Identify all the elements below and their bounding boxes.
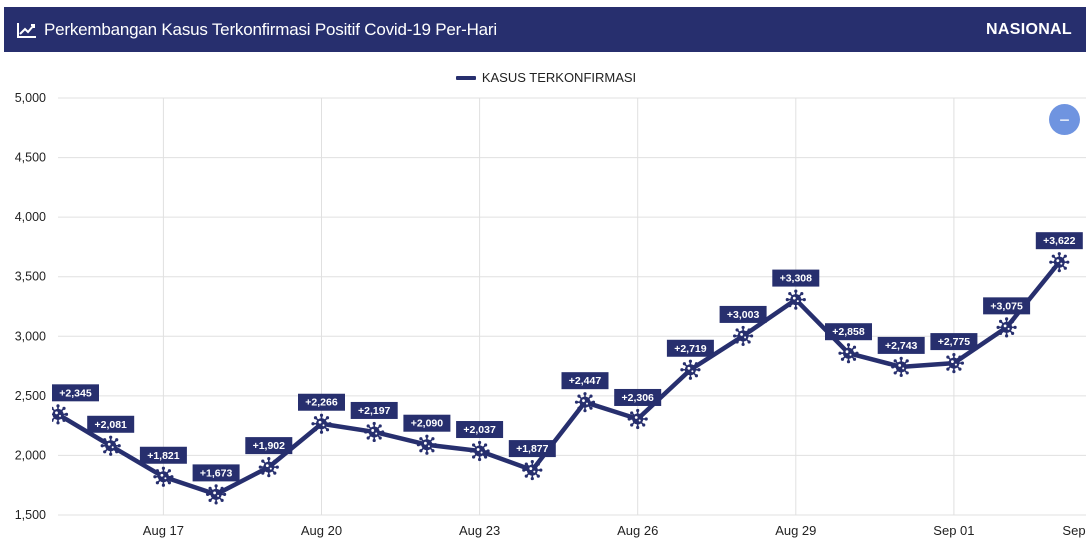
y-tick-label: 4,500 — [15, 151, 46, 165]
x-tick-label: Aug 20 — [301, 523, 342, 538]
virus-marker-icon[interactable] — [996, 317, 1017, 338]
zoom-out-button[interactable]: − — [1049, 104, 1080, 135]
virus-marker-icon[interactable] — [943, 352, 964, 374]
data-label: +3,075 — [983, 297, 1031, 315]
minus-icon: − — [1059, 109, 1070, 130]
data-label: +2,447 — [561, 372, 609, 390]
virus-marker-icon[interactable] — [311, 413, 332, 434]
virus-marker-icon[interactable] — [153, 466, 174, 487]
data-label: +2,197 — [350, 401, 398, 419]
data-label: +2,266 — [298, 393, 345, 411]
svg-text:+2,743: +2,743 — [885, 340, 918, 352]
virus-marker-icon[interactable] — [574, 392, 596, 413]
chart-title: Perkembangan Kasus Terkonfirmasi Positif… — [44, 19, 497, 39]
x-tick-label: Aug 26 — [617, 523, 658, 538]
virus-marker-icon[interactable] — [364, 421, 385, 443]
svg-text:+2,037: +2,037 — [463, 424, 496, 436]
svg-text:+2,719: +2,719 — [674, 343, 707, 355]
virus-marker-icon[interactable] — [785, 289, 806, 310]
data-label: +2,858 — [825, 323, 872, 341]
svg-text:+3,003: +3,003 — [727, 309, 760, 321]
legend-label: KASUS TERKONFIRMASI — [481, 70, 637, 85]
data-label: +3,308 — [772, 269, 820, 287]
svg-text:+1,673: +1,673 — [200, 467, 233, 479]
svg-text:+1,902: +1,902 — [253, 440, 286, 452]
y-tick-label: 3,000 — [15, 329, 46, 343]
svg-text:+2,306: +2,306 — [621, 392, 654, 404]
svg-text:+3,622: +3,622 — [1043, 235, 1076, 247]
data-label: +1,673 — [192, 464, 240, 482]
data-label: +1,877 — [508, 440, 556, 458]
data-label: +2,090 — [403, 414, 451, 432]
svg-text:+2,345: +2,345 — [59, 387, 92, 399]
header-title-group: Perkembangan Kasus Terkonfirmasi Positif… — [16, 20, 497, 40]
svg-text:+3,075: +3,075 — [990, 300, 1023, 312]
plot-left-mask — [0, 93, 52, 515]
virus-marker-icon[interactable] — [469, 440, 490, 462]
virus-marker-icon[interactable] — [522, 459, 543, 481]
series-line-group — [55, 259, 1062, 497]
y-tick-label: 3,500 — [15, 270, 46, 284]
svg-text:+1,877: +1,877 — [516, 443, 549, 455]
svg-text:+2,266: +2,266 — [305, 397, 338, 409]
series-line — [55, 259, 1062, 497]
scope-label: NASIONAL — [986, 20, 1072, 38]
data-label: +1,821 — [139, 446, 187, 464]
x-tick-label: Aug 17 — [143, 523, 184, 538]
svg-text:+2,197: +2,197 — [358, 405, 391, 417]
line-chart-icon — [16, 21, 38, 39]
virus-marker-icon[interactable] — [1049, 252, 1070, 273]
virus-marker-icon[interactable] — [206, 484, 227, 505]
svg-text:+3,308: +3,308 — [780, 273, 813, 285]
x-tick-label: Sep 01 — [933, 523, 974, 538]
virus-marker-icon[interactable] — [838, 343, 859, 364]
legend-swatch — [455, 75, 476, 80]
data-label: +3,622 — [1035, 232, 1083, 250]
y-axis-ticks: 1,500 2,000 2,500 3,000 3,500 4,000 4,500 5,000 — [15, 91, 46, 522]
data-label: +2,345 — [52, 384, 99, 402]
virus-marker-icon[interactable] — [258, 457, 279, 478]
virus-marker-icon[interactable] — [891, 356, 912, 378]
virus-marker-icon[interactable] — [733, 325, 754, 347]
data-label: +2,037 — [456, 421, 504, 439]
x-tick-label: Aug 29 — [775, 523, 816, 538]
chart-legend[interactable]: KASUS TERKONFIRMASI — [0, 70, 1092, 85]
svg-text:+1,821: +1,821 — [147, 450, 180, 462]
y-tick-label: 4,000 — [15, 210, 46, 224]
x-tick-label: Sep — [1062, 523, 1085, 538]
svg-text:+2,081: +2,081 — [94, 419, 127, 431]
data-label: +2,081 — [87, 415, 135, 433]
y-tick-label: 2,500 — [15, 389, 46, 403]
series-markers — [47, 252, 1070, 505]
svg-text:+2,447: +2,447 — [569, 375, 602, 387]
chart-grid — [58, 97, 1086, 516]
virus-marker-icon[interactable] — [680, 359, 701, 380]
svg-text:+2,090: +2,090 — [411, 418, 444, 430]
data-label: +3,003 — [719, 305, 767, 323]
y-tick-label: 5,000 — [15, 91, 46, 105]
data-label: +2,306 — [614, 388, 662, 406]
svg-text:+2,858: +2,858 — [832, 326, 865, 338]
virus-marker-icon[interactable] — [416, 434, 437, 455]
chart-header: Perkembangan Kasus Terkonfirmasi Positif… — [4, 7, 1086, 52]
data-label: +2,719 — [666, 339, 714, 357]
data-labels: +2,345 +2,081 +1,821 +1,673 +1,902 +2,266 +2,1… — [52, 232, 1083, 482]
svg-text:+2,775: +2,775 — [938, 336, 971, 348]
data-label: +1,902 — [245, 437, 293, 455]
x-tick-label: Aug 23 — [459, 523, 500, 538]
virus-marker-icon[interactable] — [100, 435, 121, 456]
x-axis-ticks: Aug 17 Aug 20 Aug 23 Aug 26 Aug 29 Sep 01 Sep — [143, 523, 1086, 538]
virus-marker-icon[interactable] — [627, 408, 648, 430]
y-tick-label: 2,000 — [15, 448, 46, 462]
data-label: +2,743 — [877, 336, 925, 354]
data-label: +2,775 — [930, 333, 978, 351]
y-tick-label: 1,500 — [15, 508, 46, 522]
